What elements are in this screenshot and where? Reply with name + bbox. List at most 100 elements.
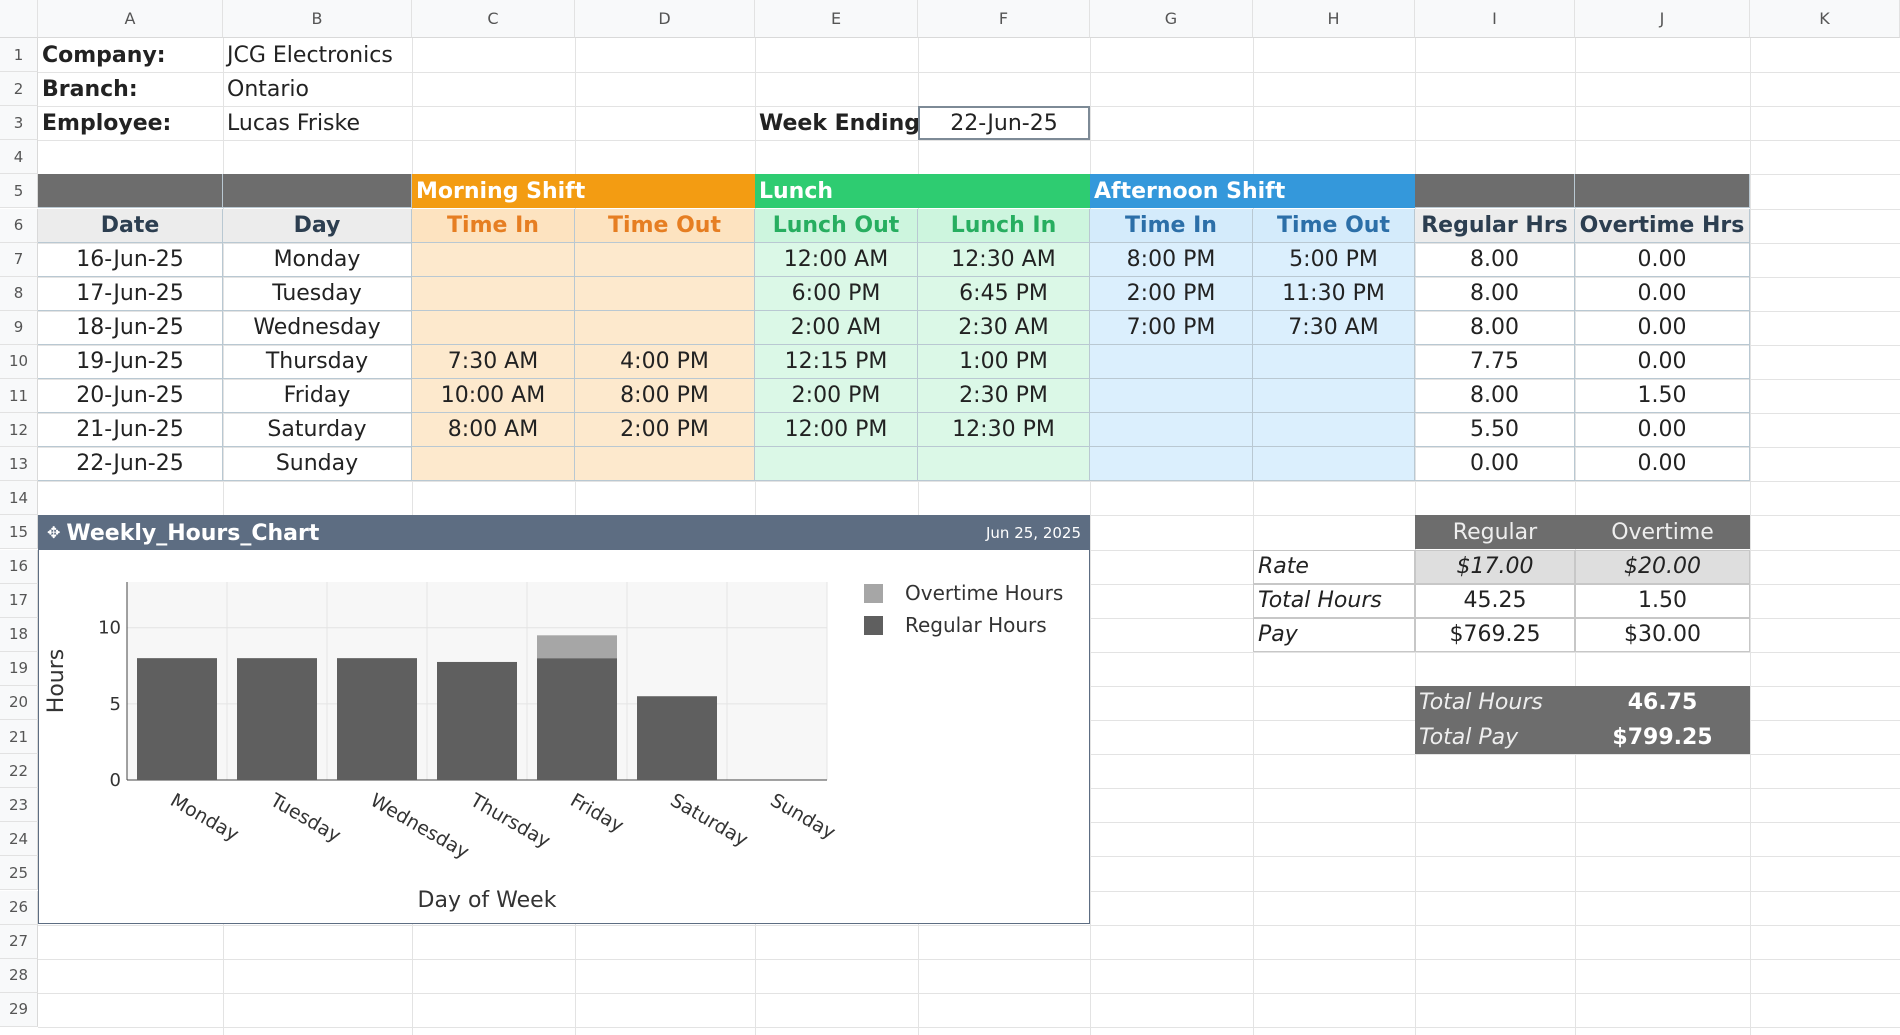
row-header-24[interactable]: 24 [0, 822, 38, 857]
table-cell[interactable]: 4:00 PM [575, 344, 755, 379]
weekly-hours-chart[interactable]: ✥ Weekly_Hours_Chart Jun 25, 2025 0 5 10 Mo… [38, 515, 1090, 924]
table-cell[interactable] [575, 242, 755, 277]
column-header-d[interactable]: D [575, 0, 755, 38]
week-ending-input[interactable]: 22-Jun-25 [918, 106, 1090, 141]
table-cell[interactable] [918, 447, 1090, 482]
row-header-22[interactable]: 22 [0, 754, 38, 789]
row-header-10[interactable]: 10 [0, 344, 38, 379]
column-header-g[interactable]: G [1090, 0, 1253, 38]
table-cell[interactable]: 5.50 [1415, 413, 1575, 448]
total-hours-label[interactable]: Total Hours [1415, 685, 1575, 720]
column-header-a[interactable]: A [38, 0, 223, 38]
group-spacer[interactable] [38, 174, 223, 209]
table-cell[interactable]: 12:00 PM [755, 413, 918, 448]
total-pay-value[interactable]: $799.25 [1575, 720, 1750, 755]
row-header-1[interactable]: 1 [0, 38, 38, 73]
table-cell[interactable] [1090, 379, 1253, 414]
employee-label[interactable]: Employee: [42, 110, 172, 136]
table-cell[interactable]: 7.75 [1415, 344, 1575, 379]
chart-header[interactable]: ✥ Weekly_Hours_Chart Jun 25, 2025 [39, 516, 1089, 550]
table-cell[interactable]: 12:30 AM [918, 242, 1090, 277]
table-cell[interactable]: 18-Jun-25 [38, 310, 223, 345]
table-cell[interactable]: Thursday [223, 344, 412, 379]
row-header-23[interactable]: 23 [0, 788, 38, 823]
week-ending-label[interactable]: Week Ending: [759, 110, 918, 136]
table-cell[interactable]: 10:00 AM [412, 379, 575, 414]
table-cell[interactable]: 2:00 PM [1090, 276, 1253, 311]
summary-label[interactable]: Rate [1253, 549, 1415, 584]
table-cell[interactable]: 17-Jun-25 [38, 276, 223, 311]
table-cell[interactable]: 0.00 [1575, 276, 1750, 311]
row-header-5[interactable]: 5 [0, 174, 38, 209]
table-cell[interactable]: 1:00 PM [918, 344, 1090, 379]
table-cell[interactable]: 7:30 AM [1253, 310, 1415, 345]
group-spacer[interactable] [223, 174, 412, 209]
row-header-13[interactable]: 13 [0, 447, 38, 482]
table-cell[interactable]: 0.00 [1415, 447, 1575, 482]
column-header-i[interactable]: I [1415, 0, 1575, 38]
table-cell[interactable] [1090, 344, 1253, 379]
table-cell[interactable]: 2:00 PM [755, 379, 918, 414]
table-header[interactable]: Overtime Hrs [1575, 208, 1750, 243]
table-header[interactable]: Time In [1090, 208, 1253, 243]
table-cell[interactable]: 11:30 PM [1253, 276, 1415, 311]
table-cell[interactable]: 1.50 [1575, 379, 1750, 414]
table-cell[interactable]: 0.00 [1575, 242, 1750, 277]
table-cell[interactable]: 5:00 PM [1253, 242, 1415, 277]
row-header-3[interactable]: 3 [0, 106, 38, 141]
column-header-f[interactable]: F [918, 0, 1090, 38]
table-cell[interactable]: 0.00 [1575, 344, 1750, 379]
table-cell[interactable]: 6:45 PM [918, 276, 1090, 311]
row-header-29[interactable]: 29 [0, 992, 38, 1027]
group-spacer[interactable] [1575, 174, 1750, 209]
table-header[interactable]: Lunch In [918, 208, 1090, 243]
table-cell[interactable] [1253, 447, 1415, 482]
table-cell[interactable]: 21-Jun-25 [38, 413, 223, 448]
summary-regular-value[interactable]: 45.25 [1415, 583, 1575, 618]
table-cell[interactable] [575, 310, 755, 345]
total-pay-label[interactable]: Total Pay [1415, 720, 1575, 755]
row-header-28[interactable]: 28 [0, 958, 38, 993]
group-afternoon-shift[interactable]: Afternoon Shift [1090, 174, 1415, 209]
select-all-corner[interactable] [0, 0, 38, 38]
row-header-26[interactable]: 26 [0, 890, 38, 925]
table-cell[interactable]: 8.00 [1415, 379, 1575, 414]
row-header-12[interactable]: 12 [0, 413, 38, 448]
table-cell[interactable]: 8.00 [1415, 242, 1575, 277]
table-header[interactable]: Time Out [575, 208, 755, 243]
table-cell[interactable]: 8:00 PM [575, 379, 755, 414]
branch-value[interactable]: Ontario [227, 76, 309, 102]
column-header-k[interactable]: K [1750, 0, 1900, 38]
row-header-15[interactable]: 15 [0, 515, 38, 550]
table-cell[interactable]: Wednesday [223, 310, 412, 345]
table-cell[interactable] [1253, 413, 1415, 448]
table-cell[interactable]: 7:00 PM [1090, 310, 1253, 345]
row-header-9[interactable]: 9 [0, 310, 38, 345]
branch-label[interactable]: Branch: [42, 76, 138, 102]
row-header-7[interactable]: 7 [0, 242, 38, 277]
table-cell[interactable]: 8.00 [1415, 276, 1575, 311]
table-header[interactable]: Time In [412, 208, 575, 243]
row-header-18[interactable]: 18 [0, 617, 38, 652]
row-header-8[interactable]: 8 [0, 276, 38, 311]
table-cell[interactable]: Saturday [223, 413, 412, 448]
summary-header-overtime[interactable]: Overtime [1575, 515, 1750, 550]
table-cell[interactable]: Tuesday [223, 276, 412, 311]
table-cell[interactable]: 16-Jun-25 [38, 242, 223, 277]
table-cell[interactable]: 19-Jun-25 [38, 344, 223, 379]
summary-header-regular[interactable]: Regular [1415, 515, 1575, 550]
row-header-2[interactable]: 2 [0, 72, 38, 107]
column-header-h[interactable]: H [1253, 0, 1415, 38]
table-cell[interactable] [1090, 447, 1253, 482]
summary-label[interactable]: Pay [1253, 617, 1415, 652]
table-cell[interactable] [1090, 413, 1253, 448]
table-cell[interactable]: Friday [223, 379, 412, 414]
row-header-27[interactable]: 27 [0, 924, 38, 959]
table-header[interactable]: Date [38, 208, 223, 243]
summary-regular-value[interactable]: $769.25 [1415, 617, 1575, 652]
table-cell[interactable] [412, 447, 575, 482]
column-header-e[interactable]: E [755, 0, 918, 38]
row-header-6[interactable]: 6 [0, 208, 38, 243]
table-cell[interactable]: 12:30 PM [918, 413, 1090, 448]
summary-overtime-value[interactable]: $20.00 [1575, 549, 1750, 584]
